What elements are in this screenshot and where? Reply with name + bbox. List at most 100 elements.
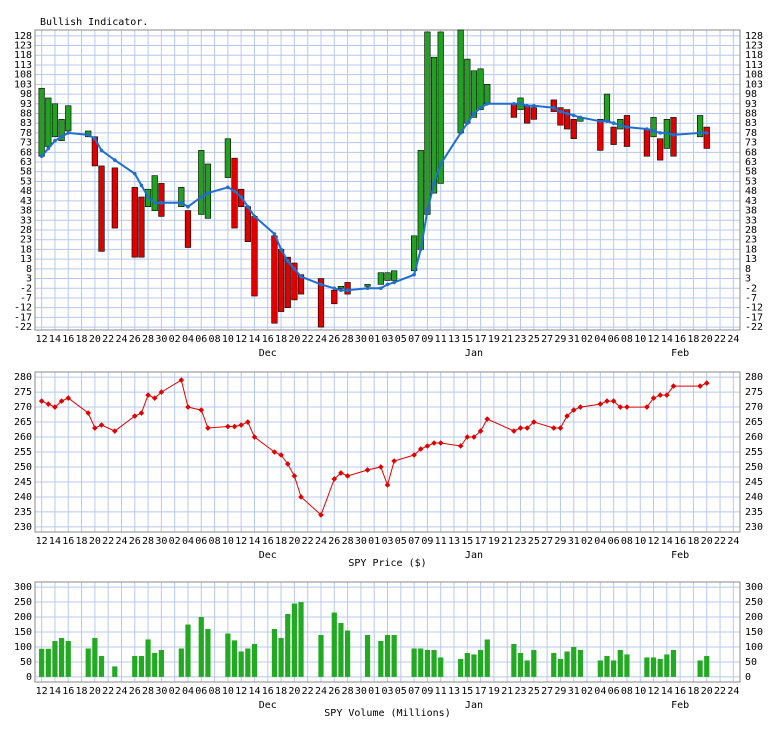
x-tick-label: 10 bbox=[222, 686, 234, 697]
volume-bar bbox=[424, 649, 431, 677]
ma-point bbox=[132, 171, 137, 176]
indicator-bar bbox=[337, 286, 345, 289]
price-point bbox=[245, 419, 251, 425]
x-tick-label: 02 bbox=[169, 536, 181, 547]
volume-bar bbox=[112, 666, 118, 677]
x-tick-label: 04 bbox=[182, 536, 194, 547]
y-tick-label-right: 50 bbox=[745, 657, 757, 668]
ma-point bbox=[252, 214, 257, 219]
indicator-bar bbox=[670, 117, 677, 157]
price-point bbox=[364, 467, 371, 473]
volume-bar bbox=[52, 640, 58, 677]
ma-point bbox=[299, 274, 303, 279]
x-tick-label: 24 bbox=[315, 686, 327, 697]
price-point bbox=[378, 464, 384, 470]
x-tick-label: 08 bbox=[209, 334, 221, 345]
x-tick-label: 01 bbox=[368, 686, 380, 697]
volume-bar bbox=[152, 652, 158, 677]
price-point bbox=[205, 425, 211, 431]
ma-point bbox=[412, 272, 416, 277]
price-point bbox=[338, 470, 344, 476]
x-tick-label: 28 bbox=[342, 334, 354, 345]
x-tick-label: 24 bbox=[315, 334, 327, 345]
y-tick-label-right: 3 bbox=[745, 274, 751, 285]
indicator-bar bbox=[45, 97, 52, 147]
ma-point bbox=[645, 127, 649, 131]
price-point bbox=[471, 434, 477, 440]
y-tick-label-right: 200 bbox=[745, 612, 763, 623]
volume-bar bbox=[657, 658, 663, 677]
indicator-bar bbox=[291, 262, 298, 301]
ma-point bbox=[532, 103, 536, 108]
x-tick-label: 20 bbox=[701, 686, 713, 697]
ma-point bbox=[392, 280, 396, 285]
x-tick-label: 10 bbox=[634, 536, 646, 547]
volume-bar bbox=[391, 634, 397, 677]
indicator-bar bbox=[597, 119, 604, 151]
x-tick-label: 20 bbox=[288, 686, 300, 697]
x-tick-label: 03 bbox=[381, 536, 393, 547]
x-tick-label: 04 bbox=[594, 686, 606, 697]
x-tick-label: 17 bbox=[475, 536, 487, 547]
price-point bbox=[437, 440, 444, 446]
price-point bbox=[318, 512, 324, 518]
month-label: Jan bbox=[465, 700, 483, 711]
volume-bar bbox=[338, 623, 344, 677]
x-tick-label: 31 bbox=[568, 334, 580, 345]
ma-point bbox=[99, 148, 104, 153]
volume-bar bbox=[364, 634, 371, 677]
x-tick-label: 16 bbox=[62, 536, 74, 547]
x-tick-label: 30 bbox=[155, 334, 167, 345]
y-tick-label: 150 bbox=[14, 627, 32, 638]
y-tick-label: 113 bbox=[14, 60, 32, 71]
indicator-bar bbox=[477, 68, 484, 110]
x-tick-label: 16 bbox=[262, 536, 274, 547]
ma-point bbox=[239, 195, 243, 199]
ma-point bbox=[385, 282, 390, 287]
ma-point bbox=[525, 103, 529, 108]
indicator-bar bbox=[331, 289, 338, 305]
price-point bbox=[131, 413, 138, 419]
volume-bar bbox=[644, 657, 650, 677]
y-tick-label: -2 bbox=[20, 283, 32, 294]
x-tick-label: 22 bbox=[102, 334, 114, 345]
price-point bbox=[271, 449, 278, 455]
price-point bbox=[697, 383, 703, 389]
volume-bar bbox=[45, 648, 51, 677]
indicator-bar bbox=[91, 136, 98, 167]
x-tick-label: 13 bbox=[448, 334, 460, 345]
x-tick-label: 30 bbox=[355, 334, 367, 345]
x-tick-label: 20 bbox=[288, 536, 300, 547]
ma-point bbox=[232, 189, 237, 193]
month-label: Feb bbox=[671, 700, 689, 711]
y-tick-label-right: 123 bbox=[745, 41, 763, 52]
x-tick-label: 26 bbox=[328, 334, 340, 345]
y-tick-label-right: 230 bbox=[745, 522, 763, 533]
ma-point bbox=[206, 191, 210, 195]
y-tick-label: 300 bbox=[14, 582, 32, 593]
ma-point bbox=[345, 288, 350, 292]
x-tick-label: 22 bbox=[302, 536, 314, 547]
x-tick-label: 23 bbox=[514, 536, 526, 547]
x-tick-label: 05 bbox=[395, 334, 407, 345]
volume-bar bbox=[611, 660, 617, 677]
y-tick-label: 280 bbox=[14, 372, 32, 383]
ma-point bbox=[551, 105, 556, 110]
x-tick-label: 21 bbox=[501, 334, 513, 345]
indicator-bar bbox=[377, 272, 384, 285]
x-tick-label: 16 bbox=[674, 334, 686, 345]
x-tick-label: 03 bbox=[381, 686, 393, 697]
price-point bbox=[158, 389, 165, 395]
x-tick-label: 06 bbox=[608, 536, 620, 547]
ma-point bbox=[651, 129, 656, 133]
x-tick-label: 20 bbox=[89, 686, 101, 697]
y-tick-label: 78 bbox=[20, 128, 32, 139]
x-tick-label: 29 bbox=[554, 334, 566, 345]
x-tick-label: 10 bbox=[222, 536, 234, 547]
indicator-bar bbox=[251, 216, 258, 297]
y-tick-label: 108 bbox=[14, 70, 32, 81]
volume-bar bbox=[59, 637, 65, 677]
price-point bbox=[344, 473, 351, 479]
x-tick-label: 04 bbox=[182, 334, 194, 345]
volume-bar bbox=[278, 637, 284, 677]
